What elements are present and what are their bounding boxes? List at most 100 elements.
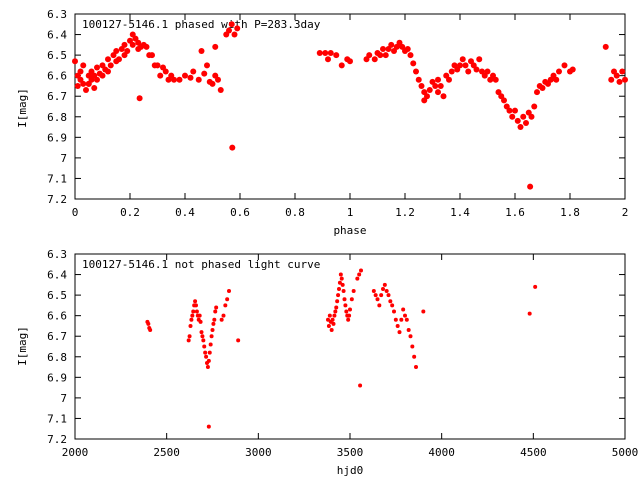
y-tick-label: 6.6 — [47, 70, 67, 83]
data-point — [382, 282, 387, 287]
data-point — [520, 113, 527, 120]
y-ticks: 6.3 6.4 6.5 6.6 6.7 6.8 6.9 7 7.1 7.2 — [47, 8, 625, 206]
data-point — [338, 272, 343, 277]
data-point — [421, 97, 428, 104]
data-point — [404, 317, 409, 322]
x-tick-label: 4000 — [428, 446, 455, 459]
data-points — [72, 21, 628, 190]
data-point — [199, 330, 204, 335]
data-point — [77, 68, 84, 75]
data-point — [107, 62, 114, 69]
data-point — [539, 85, 546, 91]
data-point — [85, 80, 92, 87]
data-point — [337, 286, 341, 291]
y-tick-label: 6.9 — [47, 371, 67, 384]
x-tick-label: 2 — [622, 206, 629, 219]
data-point — [348, 307, 352, 312]
data-point — [337, 280, 342, 285]
data-point — [341, 289, 346, 293]
plot-frame — [74, 253, 626, 440]
y-tick-label: 6.7 — [47, 90, 67, 103]
data-point — [228, 21, 235, 28]
data-point — [188, 323, 193, 328]
data-point — [602, 43, 609, 50]
data-point — [200, 334, 205, 339]
y-axis-label: I[mag] — [16, 326, 29, 366]
data-point — [149, 52, 155, 59]
data-point — [395, 323, 400, 328]
data-point — [105, 56, 111, 63]
data-point — [404, 45, 411, 52]
data-point — [338, 62, 345, 69]
data-point — [523, 119, 529, 126]
chart-title: 100127-5146.1 not phased light curve — [82, 258, 320, 271]
data-point — [465, 68, 472, 75]
data-point — [121, 41, 128, 48]
data-point — [154, 62, 161, 69]
data-point — [186, 338, 191, 343]
data-point — [225, 297, 230, 302]
data-point — [231, 31, 238, 38]
x-tick-label: 1 — [347, 206, 354, 219]
data-point — [556, 68, 562, 75]
data-point — [219, 317, 224, 322]
data-point — [528, 113, 535, 120]
y-tick-label: 6.9 — [47, 131, 67, 144]
chart-title: 100127-5146.1 phased with P=283.3day — [82, 18, 321, 31]
data-point — [326, 317, 330, 322]
y-tick-label: 6.8 — [47, 351, 67, 364]
y-tick-label: 6.3 — [47, 248, 67, 261]
x-tick-label: 0.4 — [175, 206, 195, 219]
x-ticks: 2000 2500 3000 3500 4000 4500 5000 — [62, 254, 638, 459]
data-point — [561, 62, 568, 69]
data-point — [143, 43, 150, 50]
x-tick-label: 3000 — [245, 446, 272, 459]
data-point — [191, 309, 196, 314]
x-tick-label: 1.6 — [505, 206, 525, 219]
x-tick-label: 4500 — [520, 446, 547, 459]
data-point — [440, 93, 447, 100]
data-point — [534, 89, 540, 96]
data-point — [384, 289, 389, 293]
data-point — [533, 284, 538, 289]
data-point — [226, 27, 232, 34]
data-point — [373, 293, 378, 298]
data-point — [386, 293, 391, 298]
y-tick-label: 6.7 — [47, 330, 67, 343]
data-point — [203, 350, 208, 355]
data-point — [327, 50, 334, 57]
y-tick-label: 6.5 — [47, 289, 67, 302]
x-tick-label: 0.6 — [230, 206, 250, 219]
data-point — [335, 299, 340, 304]
plot-frame — [74, 13, 626, 200]
data-point — [215, 76, 221, 83]
data-point — [214, 305, 219, 310]
data-point — [512, 107, 518, 114]
data-point — [366, 52, 373, 59]
data-point — [462, 62, 469, 69]
x-tick-label: 2500 — [153, 446, 180, 459]
data-point — [189, 317, 194, 322]
data-point — [371, 289, 376, 293]
data-point — [209, 80, 216, 87]
data-point — [329, 328, 334, 333]
data-point — [316, 50, 323, 57]
data-point — [410, 344, 415, 349]
data-point — [527, 183, 534, 190]
data-point — [194, 303, 198, 308]
data-point — [375, 297, 380, 302]
data-point — [333, 309, 338, 314]
data-point — [347, 58, 353, 65]
x-ticks: 0 0.2 0.4 0.6 0.8 1 1.2 1.4 1.6 1.8 2 — [72, 14, 629, 219]
data-point — [446, 76, 452, 83]
data-point — [74, 82, 81, 89]
x-axis-label: hjd0 — [337, 464, 364, 477]
y-tick-label: 7.1 — [47, 172, 67, 185]
chart-unphased: 100127-5146.1 not phased light curve hjd… — [16, 248, 638, 477]
data-point — [613, 72, 620, 79]
data-point — [201, 70, 208, 77]
data-point — [210, 328, 215, 333]
data-point — [403, 313, 407, 318]
data-point — [382, 52, 389, 59]
data-point — [209, 334, 214, 339]
